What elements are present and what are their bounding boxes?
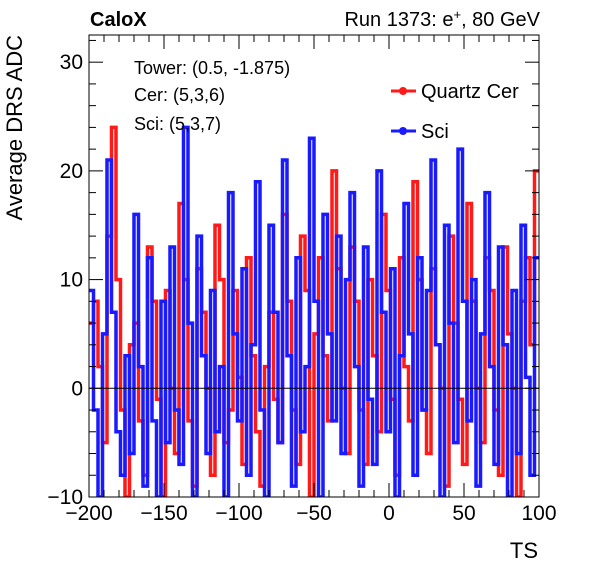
legend-entry-quartz-cer: Quartz Cer [391, 81, 519, 103]
x-tick-label: −150 [140, 502, 187, 525]
x-tick-label: −200 [65, 502, 112, 525]
x-tick-label: 100 [521, 502, 556, 525]
y-tick-label: 10 [60, 269, 83, 292]
tick-layer [88, 35, 540, 498]
y-tick-label: 0 [71, 377, 83, 400]
legend-label-sci: Sci [421, 121, 449, 143]
x-tick-label: 0 [383, 502, 395, 525]
info-cer: Cer: (5,3,6) [134, 85, 225, 105]
legend-marker-quartz-cer [399, 87, 407, 95]
x-axis-title: TS [510, 538, 538, 563]
y-tick-label: 20 [60, 160, 83, 183]
series-layer [89, 125, 539, 497]
run-info-sup: + [453, 7, 461, 22]
legend: Quartz Cer Sci [391, 81, 519, 143]
x-tick-label: −50 [296, 502, 332, 525]
series-line-quartz-cer [89, 125, 539, 497]
legend-entry-sci: Sci [391, 121, 449, 143]
x-tick-label: −100 [215, 502, 262, 525]
legend-label-quartz-cer: Quartz Cer [421, 81, 519, 103]
y-axis-title: Average DRS ADC [2, 35, 27, 221]
run-info-label: Run 1373: e+, 80 GeV [344, 7, 540, 31]
run-info-prefix: Run 1373: e [344, 9, 453, 31]
x-tick-label: 50 [452, 502, 475, 525]
info-sci: Sci: (5,3,7) [134, 114, 221, 134]
y-tick-label: 30 [60, 51, 83, 74]
series-line-sci [89, 125, 539, 497]
info-tower: Tower: (0.5, -1.875) [134, 58, 290, 78]
x-tick-labels: −200 −150 −100 −50 0 50 100 [65, 502, 556, 525]
run-info-suffix: , 80 GeV [461, 9, 541, 31]
brand-label: CaloX [90, 9, 147, 31]
y-tick-label: −10 [47, 486, 83, 509]
legend-marker-sci [399, 127, 407, 135]
y-tick-labels: −10 0 10 20 30 [47, 51, 83, 509]
